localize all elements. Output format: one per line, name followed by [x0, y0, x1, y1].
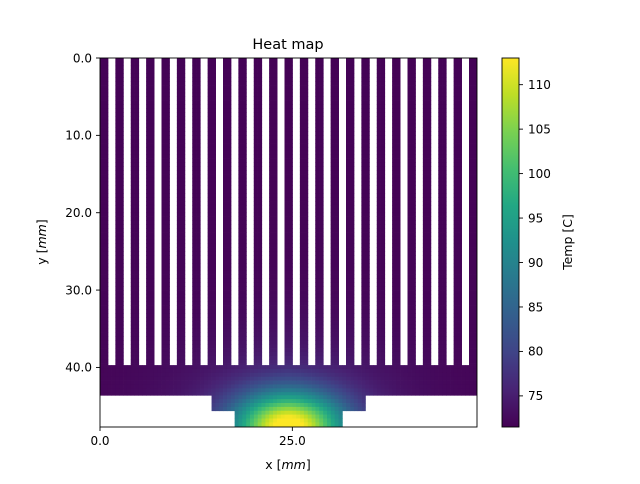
chart-title: Heat map	[252, 37, 323, 53]
x-axis-label-prefix: x [	[265, 457, 281, 472]
heatsink-fin	[300, 58, 308, 365]
heatsink-fin	[331, 58, 339, 365]
colorbar-tick-label: 75	[528, 389, 543, 403]
heatsink-fin	[254, 58, 262, 365]
colorbar-tick-label: 105	[528, 122, 551, 136]
y-axis-label-suffix: ]	[34, 219, 49, 224]
heatsink-fin	[146, 58, 154, 365]
heatsink-fin	[238, 58, 246, 365]
heatsink-base	[100, 365, 477, 396]
colorbar-tick-label: 85	[528, 300, 543, 314]
colorbar-tick-label: 95	[528, 211, 543, 225]
plot-area	[100, 58, 477, 427]
y-axis-label-unit: mm	[34, 224, 49, 248]
heatsink-fin	[346, 58, 354, 365]
y-tick-label: 20.0	[65, 206, 92, 220]
heatsink-fin	[223, 58, 231, 365]
heatsink-fin	[192, 58, 200, 365]
colorbar-label: Temp [C]	[560, 214, 575, 271]
y-tick-label: 10.0	[65, 129, 92, 143]
y-axis-label-prefix: y [	[34, 249, 49, 265]
x-axis-label-suffix: ]	[306, 457, 311, 472]
heatsink-fin	[454, 58, 462, 365]
heatsink-fin	[162, 58, 170, 365]
heatsink-step-lower	[235, 411, 343, 428]
heatsink-fin	[392, 58, 400, 365]
x-axis-ticks: 0.0 25.0	[90, 427, 305, 448]
y-axis-ticks: 0.0 10.0 20.0 30.0 40.0	[65, 51, 100, 374]
y-tick-label: 40.0	[65, 361, 92, 375]
heatsink-fin	[285, 58, 293, 365]
colorbar-tick-label: 90	[528, 256, 543, 270]
heatsink-fin	[131, 58, 139, 365]
heatsink-fin	[115, 58, 123, 365]
colorbar-ticks: 75 80 85 90 95 100 105 110	[519, 78, 551, 403]
y-tick-label: 0.0	[73, 51, 92, 65]
heatsink-fin	[177, 58, 185, 365]
heatsink-fin	[377, 58, 385, 365]
heatsink-step-upper	[212, 395, 366, 411]
heatsink-fin	[408, 58, 416, 365]
colorbar-tick-label: 80	[528, 345, 543, 359]
heatsink-fin	[438, 58, 446, 365]
y-tick-label: 30.0	[65, 283, 92, 297]
heatsink-fin	[469, 58, 477, 365]
heatsink-fin	[100, 58, 108, 365]
heatsink-fin	[361, 58, 369, 365]
x-tick-label: 0.0	[90, 434, 109, 448]
heatsink-fin	[269, 58, 277, 365]
heatsink-fin	[423, 58, 431, 365]
y-axis-label: y [mm]	[34, 219, 49, 265]
colorbar-tick-label: 110	[528, 78, 551, 92]
heatsink-fin	[315, 58, 323, 365]
x-tick-label: 25.0	[279, 434, 306, 448]
colorbar	[502, 58, 519, 427]
x-axis-label: x [mm]	[265, 457, 311, 472]
heatsink-fin	[208, 58, 216, 365]
x-axis-label-unit: mm	[282, 457, 306, 472]
colorbar-tick-label: 100	[528, 167, 551, 181]
